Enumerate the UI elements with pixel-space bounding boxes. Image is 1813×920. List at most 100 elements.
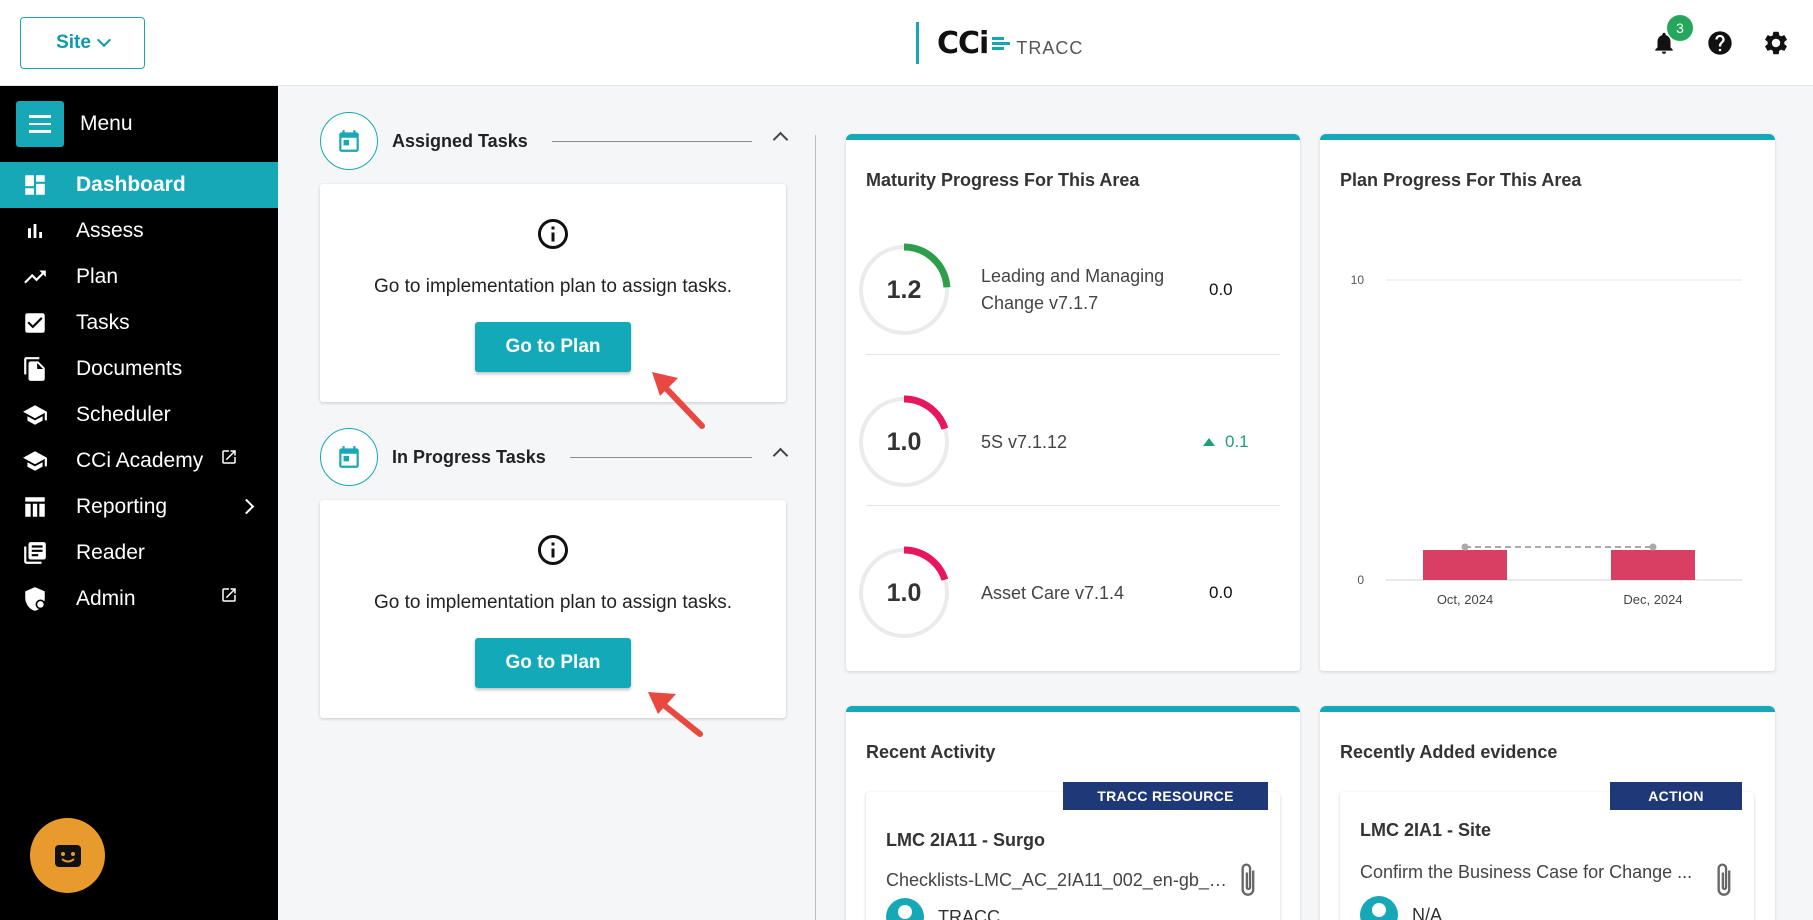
sidebar-item-tasks[interactable]: Tasks [0, 300, 278, 346]
plan-progress-chart: 0 10 Oct, 2024 Dec, 2024 [1351, 273, 1742, 607]
maturity-row[interactable]: 1.0 Asset Care v7.1.4 0.0 [856, 545, 1276, 645]
row-divider [866, 354, 1280, 355]
activity-card[interactable]: TRACC RESOURCE LMC 2IA11 - Surgo Checkli… [866, 782, 1280, 920]
logo-cci-text: CCi [937, 25, 989, 61]
recent-evidence-title: Recently Added evidence [1340, 742, 1558, 762]
table-icon [22, 494, 48, 520]
maturity-module-name: Leading and Managing Change v7.1.7 [981, 266, 1165, 313]
sidebar-item-label: Dashboard [76, 173, 186, 196]
attachment-icon[interactable] [1712, 862, 1738, 900]
sidebar-item-label: Reader [76, 541, 145, 564]
admin-shield-icon [22, 586, 48, 612]
row-divider [866, 505, 1280, 506]
sidebar-item-cci-academy[interactable]: CCi Academy [0, 438, 278, 484]
sidebar-item-assess[interactable]: Assess [0, 208, 278, 254]
attachment-icon[interactable] [1236, 862, 1262, 900]
go-to-plan-button[interactable]: Go to Plan [475, 638, 631, 688]
maturity-change-value: 0.0 [1209, 583, 1233, 602]
cci-tracc-logo: CCi TRACC [916, 22, 1083, 64]
info-icon [538, 535, 568, 565]
annotation-arrow-icon [648, 692, 703, 737]
sidebar-item-label: Assess [76, 219, 144, 242]
bell-icon [1655, 32, 1673, 54]
sidebar-item-label: Reporting [76, 495, 168, 518]
top-header: Site CCi TRACC 3 [0, 0, 1813, 86]
header-icons: 3 [1649, 15, 1791, 58]
maturity-score: 1.0 [886, 578, 922, 607]
chart-bar [1423, 550, 1507, 580]
go-to-plan-button[interactable]: Go to Plan [475, 322, 631, 372]
evidence-type-badge: ACTION [1610, 782, 1742, 810]
ring-progress-arc [903, 395, 949, 430]
school-icon [22, 402, 48, 428]
recent-evidence-panel: Recently Added evidence ACTION LMC 2IA1 … [1320, 706, 1775, 920]
maturity-change-value: 0.0 [1209, 280, 1233, 299]
assigned-tasks-header: Assigned Tasks [320, 112, 789, 170]
trending-up-icon [22, 264, 48, 290]
maturity-progress-panel: Maturity Progress For This Area 1.2 Lead… [846, 134, 1300, 671]
in-progress-tasks-header: In Progress Tasks [320, 428, 789, 486]
activity-title: LMC 2IA11 - Surgo [886, 830, 1046, 850]
help-icon [1708, 31, 1732, 55]
evidence-user-name: N/A [1412, 904, 1443, 920]
dashboard-icon [22, 172, 48, 198]
assigned-tasks-message: Go to implementation plan to assign task… [373, 276, 733, 297]
chart-y-tick-label: 0 [1357, 573, 1364, 587]
sidebar-item-admin[interactable]: Admin [0, 576, 278, 622]
maturity-row[interactable]: 1.2 Leading and Managing Change v7.1.7 0… [856, 242, 1276, 342]
in-progress-tasks-section: In Progress Tasks Go to implementation p… [320, 428, 789, 718]
chart-y-tick-label: 10 [1351, 273, 1365, 287]
resource-type-badge: TRACC RESOURCE [1063, 782, 1268, 810]
menu-row: Menu [0, 86, 278, 162]
maturity-change-value: 0.1 [1203, 394, 1249, 490]
sidebar-item-dashboard[interactable]: Dashboard [0, 162, 278, 208]
maturity-ring [859, 546, 949, 638]
maturity-progress-title: Maturity Progress For This Area [866, 170, 1140, 190]
section-divider [569, 456, 752, 458]
sidebar-item-scheduler[interactable]: Scheduler [0, 392, 278, 438]
assigned-tasks-section: Assigned Tasks Go to implementation plan… [320, 112, 789, 402]
column-divider [815, 135, 816, 920]
avatar [886, 898, 924, 920]
hamburger-menu-button[interactable] [16, 101, 64, 147]
logo-mark-icon [992, 36, 1011, 50]
maturity-ring [859, 243, 951, 335]
maturity-module-name: 5S v7.1.12 [981, 431, 1068, 452]
settings-button[interactable] [1761, 28, 1791, 58]
evidence-card[interactable]: ACTION LMC 2IA1 - Site Confirm the Busin… [1340, 782, 1754, 920]
collapse-chevron-icon[interactable] [772, 131, 789, 148]
checkbox-icon [22, 310, 48, 336]
info-icon [538, 219, 568, 249]
sidebar-item-documents[interactable]: Documents [0, 346, 278, 392]
notifications-button[interactable]: 3 [1649, 15, 1693, 58]
documents-icon [22, 356, 48, 382]
evidence-user: N/A [1360, 896, 1442, 920]
maturity-row[interactable]: 1.0 5S v7.1.12 0.1 [856, 394, 1276, 494]
calendar-icon [320, 428, 378, 486]
sidebar-item-label: CCi Academy [76, 449, 204, 472]
plan-progress-panel: Plan Progress For This Area 0 10 Oct, 2024… [1320, 134, 1775, 671]
maturity-change-number: 0.1 [1225, 432, 1249, 451]
in-progress-tasks-title: In Progress Tasks [392, 446, 546, 467]
sidebar-item-label: Scheduler [76, 403, 171, 426]
notification-count-badge: 3 [1667, 15, 1693, 41]
help-button[interactable] [1705, 28, 1735, 58]
evidence-title: LMC 2IA1 - Site [1360, 820, 1492, 840]
collapse-chevron-icon[interactable] [772, 447, 789, 464]
chart-series-point [1649, 543, 1657, 551]
sidebar-item-plan[interactable]: Plan [0, 254, 278, 300]
logo-divider [916, 22, 919, 64]
assigned-tasks-title: Assigned Tasks [392, 130, 528, 151]
annotation-arrow-icon [652, 372, 705, 429]
site-dropdown-button[interactable]: Site [20, 17, 145, 69]
maturity-score: 1.0 [886, 427, 922, 456]
evidence-description: Confirm the Business Case for Change ... [1360, 862, 1693, 882]
activity-user: TRACC [886, 898, 1000, 920]
school-icon [22, 448, 48, 474]
calendar-icon [320, 112, 378, 170]
sidebar-item-reader[interactable]: Reader [0, 530, 278, 576]
sidebar-item-reporting[interactable]: Reporting [0, 484, 278, 530]
chat-widget-button[interactable] [30, 818, 105, 893]
chart-series-point [1461, 543, 1469, 551]
recent-activity-panel: Recent Activity TRACC RESOURCE LMC 2IA11… [846, 706, 1300, 920]
